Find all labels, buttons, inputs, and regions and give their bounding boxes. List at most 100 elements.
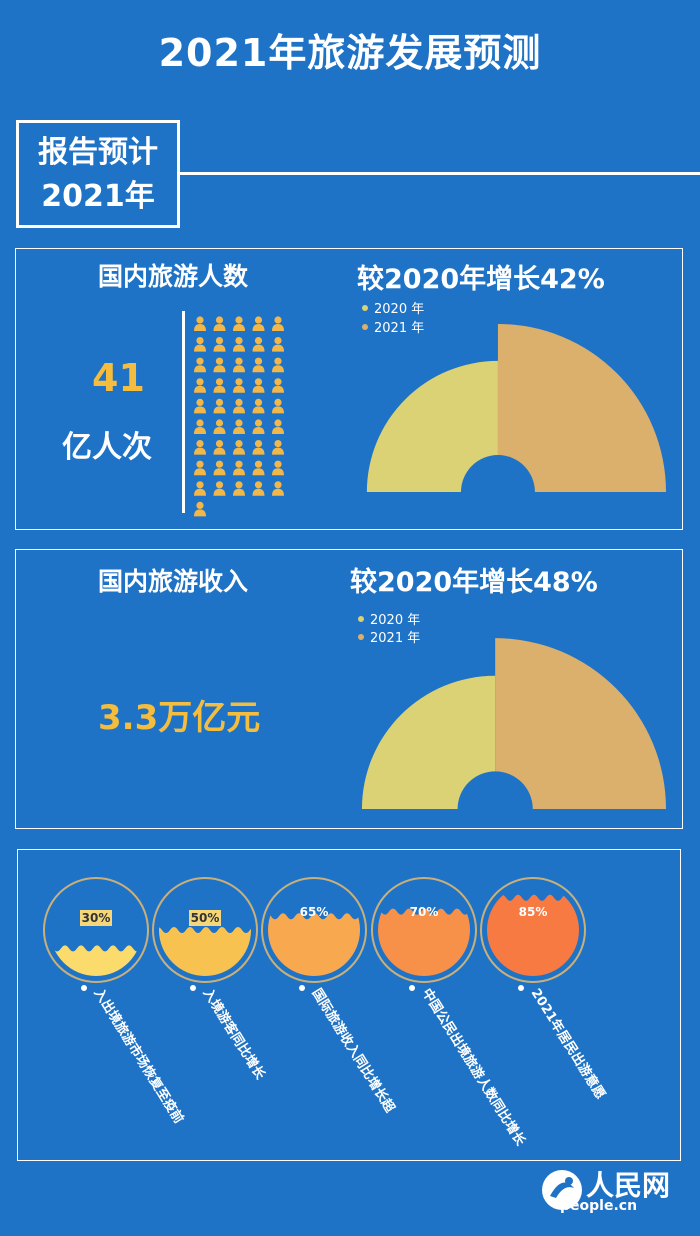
person-icon [194, 481, 206, 496]
person-icon [272, 357, 284, 373]
person-icon [252, 440, 265, 455]
person-icon [213, 378, 226, 393]
person-icon [272, 398, 284, 414]
gauge-ring [261, 877, 367, 983]
label-bullet [190, 985, 196, 991]
panel2-growth: 较2020年增长48% [350, 567, 598, 598]
liquid-fill [159, 927, 251, 976]
liquid-gauge: 30% [43, 877, 149, 983]
panel-domestic-visitors [15, 248, 683, 530]
person-icon [194, 316, 206, 331]
people-axis-line [182, 311, 185, 513]
gauge-ring [480, 877, 586, 983]
person-icon [233, 357, 245, 373]
legend-dot [358, 634, 364, 640]
person-icon [213, 337, 226, 352]
legend-dot [362, 324, 368, 330]
person-icon [213, 398, 226, 414]
person-icon [194, 398, 206, 414]
label-bullet [518, 985, 524, 991]
liquid-gauge: 65% [261, 877, 367, 983]
gauge-ring [371, 877, 477, 983]
value-label-bg [189, 910, 221, 926]
person-icon [252, 316, 265, 331]
panel2-half-donut-chart [361, 638, 666, 809]
legend-dot [358, 616, 364, 622]
person-icon [272, 440, 284, 455]
person-icon [213, 419, 226, 434]
person-icon [213, 481, 226, 496]
page-title: 2021年旅游发展预测 [158, 31, 542, 75]
person-icon [213, 357, 226, 373]
gauge-ring [43, 877, 149, 983]
person-icon [233, 378, 245, 393]
person-icon [194, 357, 206, 373]
panel1-half-donut-chart [366, 323, 666, 492]
rose-slice-2021年 [495, 638, 666, 809]
person-icon [194, 419, 206, 434]
liquid-gauge: 50% [152, 877, 258, 983]
person-icon [194, 460, 206, 476]
person-icon [272, 460, 284, 476]
people-logo-icon [542, 1170, 582, 1210]
person-icon [213, 440, 226, 455]
value-label: 50% [191, 911, 220, 925]
panel1-heading: 国内旅游人数 [98, 262, 249, 291]
logo-chinese-text: 人民网 [586, 1169, 671, 1202]
person-icon [233, 481, 245, 496]
person-icon [252, 398, 265, 414]
person-icon [252, 460, 265, 476]
person-icon [213, 316, 226, 331]
rose-slice-2021年 [497, 323, 666, 492]
label-bullet [81, 985, 87, 991]
divider-line [180, 172, 700, 175]
value-label-bg [80, 910, 112, 926]
liquid-fill [50, 945, 142, 976]
person-icon [194, 501, 206, 517]
person-icon [272, 378, 284, 393]
panel-domestic-revenue [15, 549, 683, 829]
panel1-growth: 较2020年增长42% [357, 264, 605, 295]
logo-url-text: people.cn [560, 1198, 638, 1214]
panel-outbound-indicators [17, 849, 681, 1161]
liquid-gauge: 85% [480, 877, 586, 983]
liquid-fill [487, 894, 579, 976]
value-label: 70% [410, 905, 439, 919]
panel2-legend-2020: 2020 年 [358, 609, 420, 628]
person-icon [233, 419, 245, 434]
person-icon [194, 378, 206, 393]
rose-slice-2020年 [366, 360, 498, 492]
person-icon [194, 440, 206, 455]
category-label: 入境游客同比增长 [200, 986, 269, 1084]
panel2-value: 3.3万亿元 [98, 698, 261, 738]
report-label-line2: 2021年 [41, 179, 155, 214]
liquid-gauge: 70% [371, 877, 477, 983]
rose-slice-2020年 [361, 675, 496, 809]
report-label-box: 报告预计 2021年 [16, 120, 180, 228]
person-icon [272, 337, 284, 352]
label-bullet [409, 985, 415, 991]
legend-dot [362, 305, 368, 311]
panel1-value-unit: 亿人次 [62, 430, 152, 465]
person-icon [233, 398, 245, 414]
value-label: 65% [300, 905, 329, 919]
category-label: 国际旅游收入同比增长超 [309, 986, 399, 1117]
person-icon [252, 357, 265, 373]
person-icon [252, 337, 265, 352]
person-icon [233, 337, 245, 352]
panel1-legend-2021: 2021 年 [362, 317, 424, 336]
panel2-heading: 国内旅游收入 [98, 567, 249, 596]
people-icon-grid [194, 316, 284, 517]
person-icon [272, 481, 284, 496]
legend-label: 2021 年 [370, 631, 421, 646]
person-icon [233, 316, 245, 331]
label-bullet [299, 985, 305, 991]
liquid-fill-chart: 30% 入出境旅游市场恢复至疫前 50% 入境游客同比增长 65% 国际旅游收入同比增长超… [43, 877, 609, 1149]
person-icon [233, 460, 245, 476]
person-icon [213, 460, 226, 476]
value-label: 85% [519, 905, 548, 919]
person-icon [272, 316, 284, 331]
category-label: 入出境旅游市场恢复至疫前 [91, 986, 187, 1127]
panel1-value-number: 41 [92, 356, 145, 400]
panel2-legend-2021: 2021 年 [358, 627, 420, 646]
